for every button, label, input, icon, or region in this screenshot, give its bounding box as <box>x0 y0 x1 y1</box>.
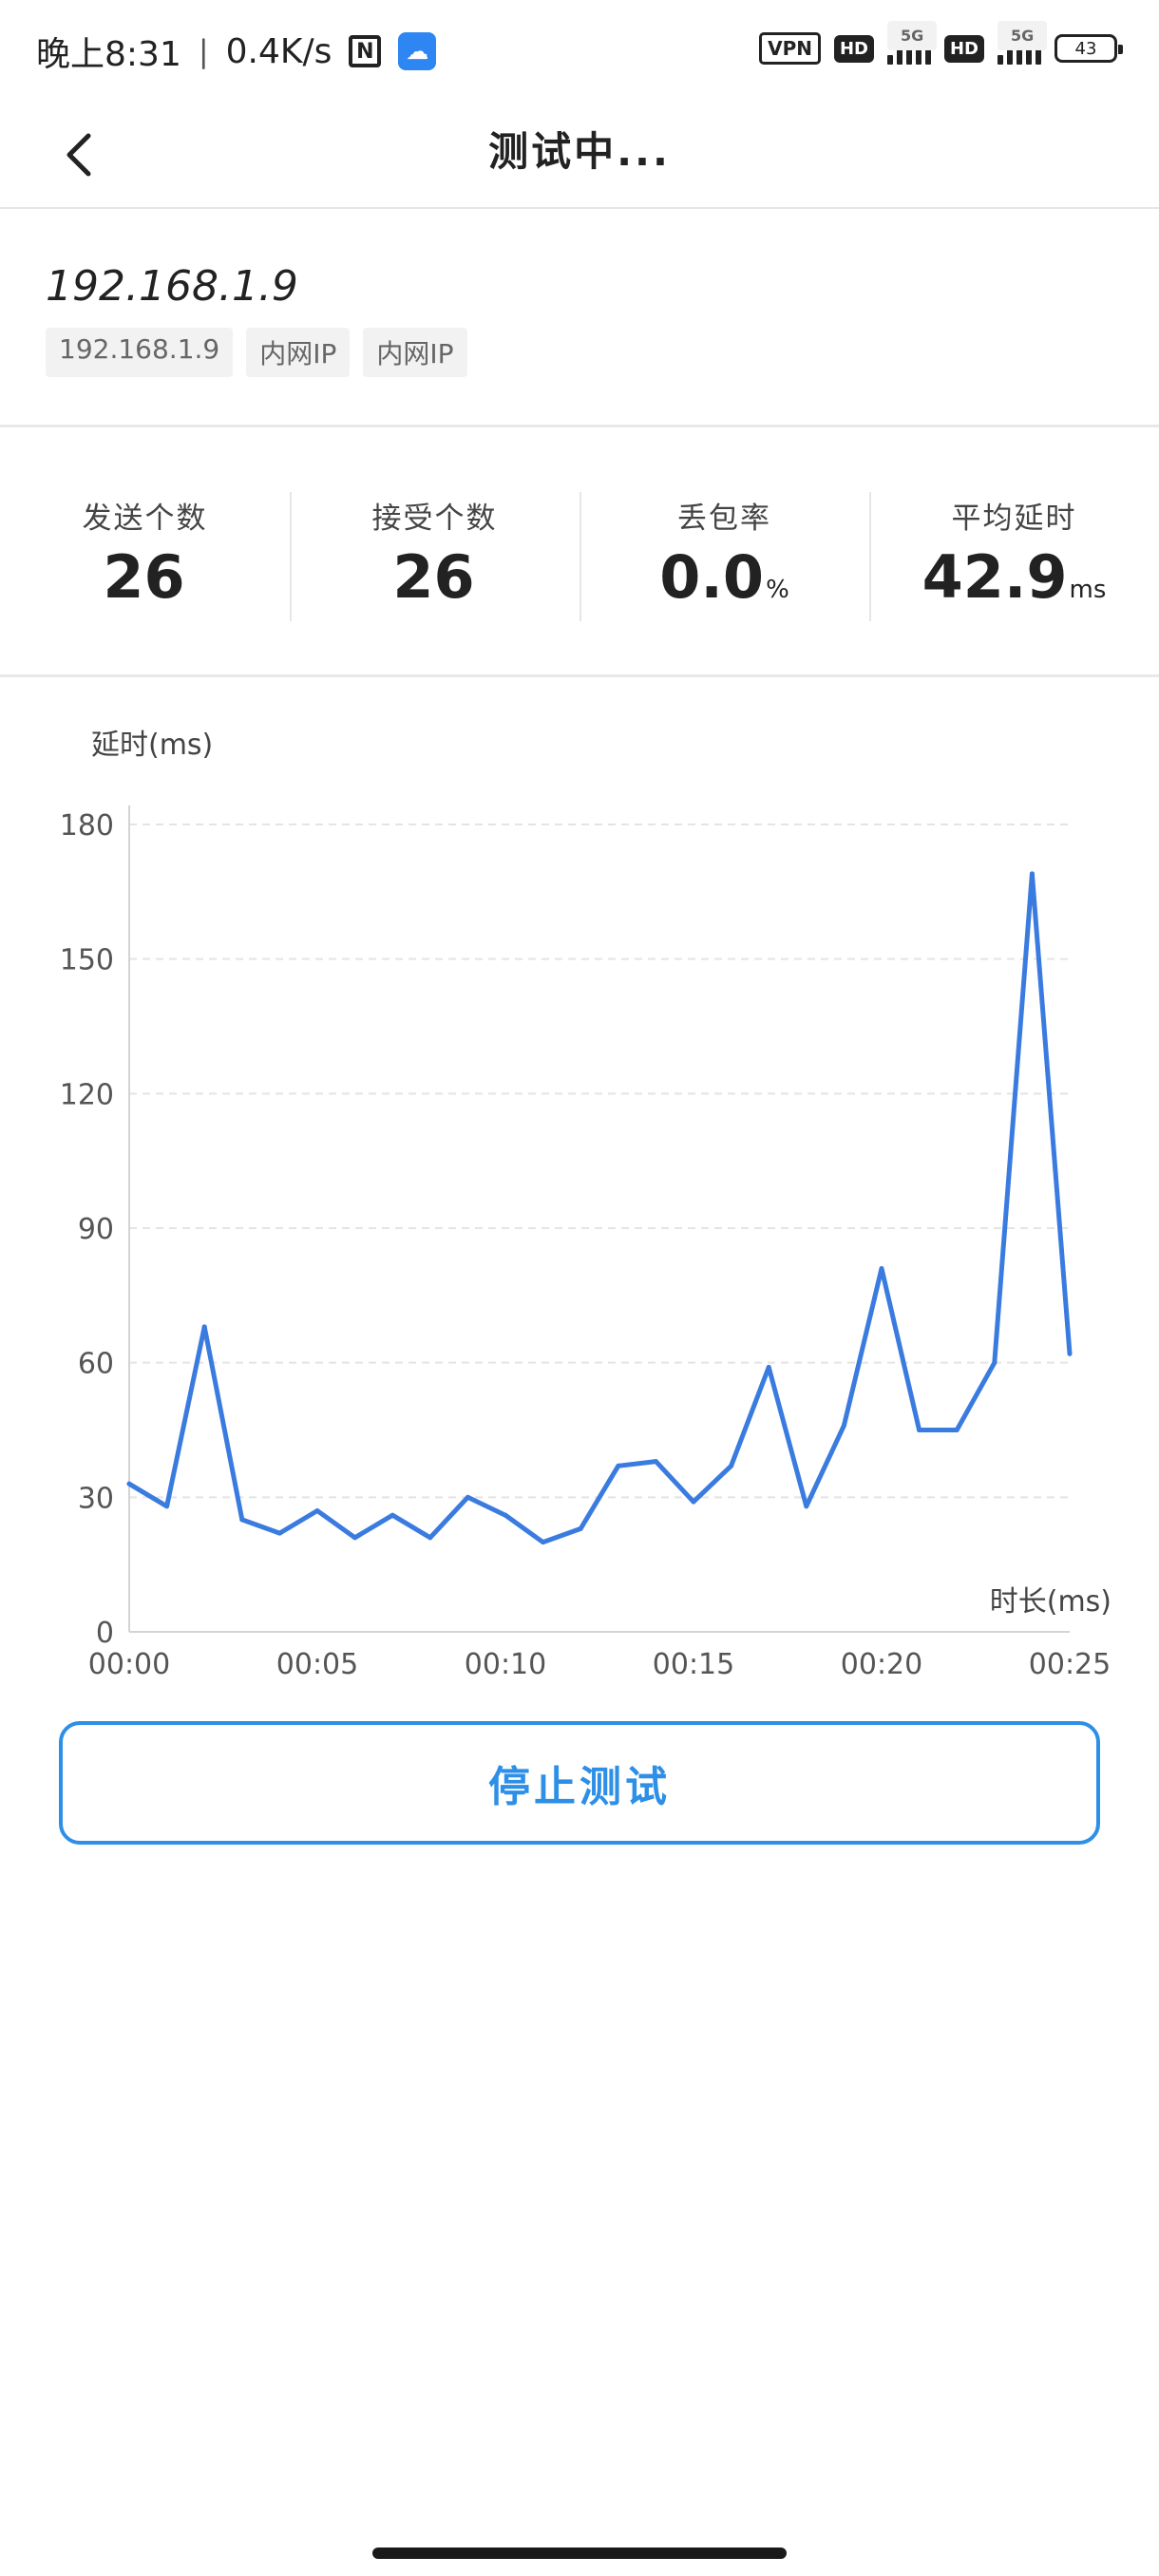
x-tick-label: 00:15 <box>653 1648 734 1681</box>
stat-received: 接受个数 26 <box>290 486 580 621</box>
data-point <box>541 1540 546 1545</box>
y-tick-label: 30 <box>78 1482 114 1515</box>
stat-value: 26 <box>392 542 475 612</box>
stop-test-button[interactable]: 停止测试 <box>59 1721 1100 1845</box>
y-tick-label: 0 <box>96 1617 114 1650</box>
y-tick-label: 150 <box>60 944 114 977</box>
y-tick-label: 180 <box>60 809 114 843</box>
cloud-icon: ☁ <box>398 32 437 70</box>
section-divider <box>0 425 1159 427</box>
stat-value: 42.9ms <box>922 542 1107 612</box>
hd-icon: HD <box>833 34 874 63</box>
x-axis-label: 时长(ms) <box>990 1585 1112 1619</box>
stat-label: 平均延时 <box>951 502 1077 536</box>
data-point <box>201 1324 207 1330</box>
y-tick-label: 60 <box>78 1348 114 1381</box>
chevron-left-icon <box>66 133 91 177</box>
data-point <box>503 1512 508 1518</box>
tag-ip: 192.168.1.9 <box>46 328 234 377</box>
section-divider-2 <box>0 674 1159 677</box>
nfc-icon: N <box>349 35 382 67</box>
y-tick-label: 120 <box>60 1078 114 1111</box>
x-tick-label: 00:25 <box>1029 1648 1111 1681</box>
data-point <box>578 1525 583 1531</box>
vpn-icon: VPN <box>759 32 821 65</box>
y-axis-label: 延时(ms) <box>91 729 213 762</box>
tag-network-type-2: 内网IP <box>363 328 467 377</box>
data-point <box>352 1535 358 1541</box>
stat-label: 接受个数 <box>371 502 498 536</box>
stats-row: 发送个数 26 接受个数 26 丢包率 0.0% 平均延时 42.9ms <box>0 486 1159 621</box>
status-bar: 晚上8:31 | 0.4K/s N ☁ VPN HD 5G HD 5G 43 <box>0 0 1159 104</box>
page-title: 测试中... <box>488 128 671 175</box>
stat-label: 发送个数 <box>82 502 208 536</box>
data-point <box>164 1504 170 1509</box>
clock: 晚上8:31 <box>36 35 181 74</box>
data-point <box>992 1360 998 1366</box>
data-point <box>729 1463 734 1468</box>
host-info: 192.168.1.9 192.168.1.9 内网IP 内网IP <box>46 262 467 377</box>
data-point <box>954 1428 960 1432</box>
stat-label: 丢包率 <box>677 502 771 536</box>
tag-network-type: 内网IP <box>246 328 351 377</box>
data-point <box>653 1459 658 1465</box>
latency-chart: 延时(ms) 0 30 60 90 120 150 180 00:00 00:05 00:10 00:… <box>0 712 1159 1691</box>
status-right: VPN HD 5G HD 5G 43 <box>759 21 1123 65</box>
status-left: 晚上8:31 | 0.4K/s N ☁ <box>36 27 437 76</box>
battery-icon: 43 <box>1054 34 1123 63</box>
x-tick-label: 00:00 <box>88 1648 170 1681</box>
latency-chart-svg: 延时(ms) 0 30 60 90 120 150 180 00:00 00:05 00:10 00:… <box>60 729 1112 1681</box>
y-tick-label: 90 <box>78 1213 114 1246</box>
signal-icon-2: 5G <box>998 21 1048 65</box>
stat-value: 26 <box>103 542 185 612</box>
stat-packet-loss: 丢包率 0.0% <box>580 486 869 621</box>
data-point <box>917 1428 922 1432</box>
x-tick-label: 00:05 <box>276 1648 358 1681</box>
data-point <box>616 1463 621 1468</box>
signal-icon: 5G <box>886 21 938 65</box>
data-point <box>879 1266 884 1271</box>
data-point <box>804 1504 809 1509</box>
status-separator: | <box>198 33 209 69</box>
data-point <box>841 1423 846 1429</box>
host-name: 192.168.1.9 <box>46 262 298 311</box>
data-point <box>276 1530 282 1536</box>
data-point <box>691 1499 696 1505</box>
data-point <box>239 1517 245 1523</box>
stat-value: 0.0% <box>659 542 789 612</box>
x-tick-label: 00:10 <box>465 1648 546 1681</box>
network-type-label-2: 5G <box>998 21 1048 50</box>
stat-avg-latency: 平均延时 42.9ms <box>869 486 1159 621</box>
latency-series-line <box>126 871 1073 1545</box>
nav-bar: 测试中... <box>0 104 1159 209</box>
home-indicator[interactable] <box>372 2548 787 2559</box>
data-point <box>390 1512 395 1518</box>
data-point <box>465 1494 470 1500</box>
hd-icon-2: HD <box>943 34 984 63</box>
data-point <box>1067 1351 1073 1356</box>
data-point <box>126 1481 132 1487</box>
data-point <box>314 1508 320 1513</box>
data-point <box>428 1535 433 1541</box>
network-speed: 0.4K/s <box>225 31 332 71</box>
host-tags: 192.168.1.9 内网IP 内网IP <box>46 328 467 377</box>
data-point <box>766 1364 771 1370</box>
network-type-label: 5G <box>886 21 938 50</box>
data-point <box>1029 871 1035 877</box>
x-tick-label: 00:20 <box>841 1648 922 1681</box>
back-button[interactable] <box>46 122 112 188</box>
stat-sent: 发送个数 26 <box>0 486 290 619</box>
